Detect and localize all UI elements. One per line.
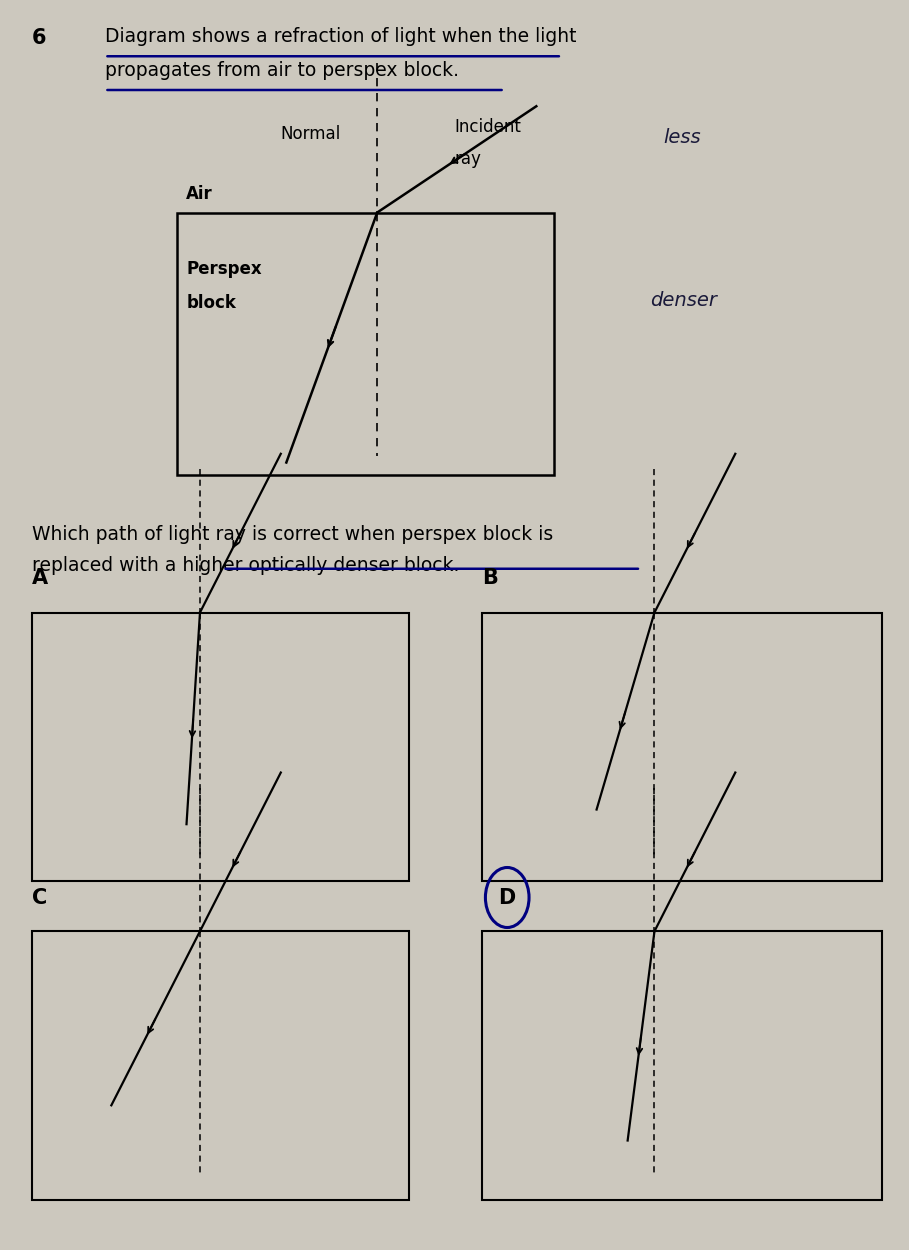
Text: less: less (664, 127, 701, 148)
Bar (482, 931, 882, 1200)
Text: Air: Air (186, 185, 213, 202)
Text: ray: ray (454, 150, 482, 168)
Bar (482, 612, 882, 881)
Text: Incident: Incident (454, 119, 522, 136)
Text: Diagram shows a refraction of light when the light: Diagram shows a refraction of light when… (105, 28, 576, 46)
Text: Which path of light ray is correct when perspex block is: Which path of light ray is correct when … (32, 525, 553, 544)
Text: replaced with a higher optically denser block.: replaced with a higher optically denser … (32, 556, 459, 575)
Text: propagates from air to perspex block.: propagates from air to perspex block. (105, 61, 458, 80)
Bar (32, 612, 409, 881)
Text: C: C (32, 888, 47, 908)
Text: Normal: Normal (281, 125, 341, 142)
Bar (32, 931, 409, 1200)
Text: denser: denser (650, 290, 717, 310)
Text: B: B (482, 568, 497, 588)
Text: 6: 6 (32, 28, 46, 48)
Text: block: block (186, 294, 236, 311)
Text: A: A (32, 568, 48, 588)
Bar (177, 213, 554, 475)
Text: D: D (499, 888, 515, 908)
Text: Perspex: Perspex (186, 260, 262, 278)
